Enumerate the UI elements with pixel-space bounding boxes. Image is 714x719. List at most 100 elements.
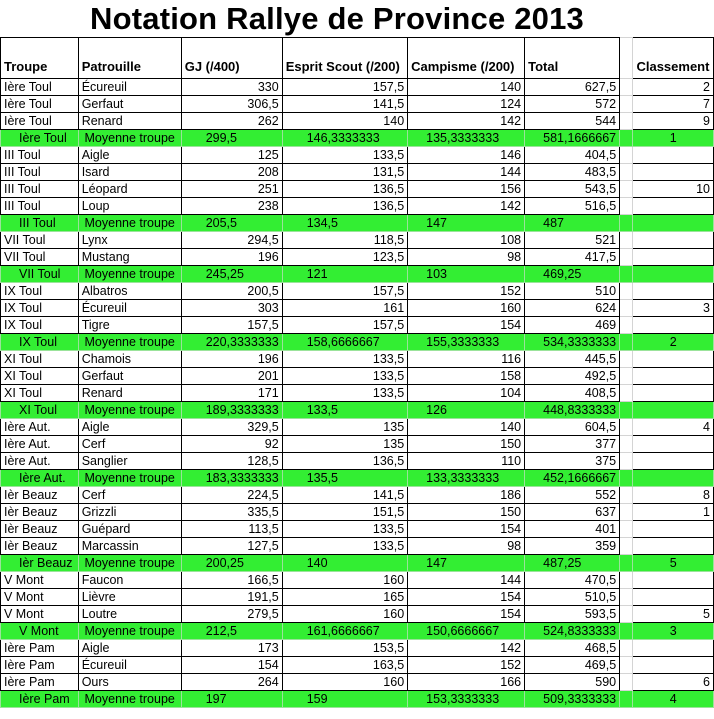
gj-cell[interactable]: 128,5 — [180, 452, 283, 470]
gj-cell[interactable]: 279,5 — [180, 605, 283, 623]
esprit-scout-cell[interactable]: 161 — [281, 299, 409, 317]
esprit-scout-cell[interactable]: 136,5 — [281, 452, 409, 470]
troupe-cell[interactable]: III Toul — [0, 180, 79, 198]
patrouille-cell[interactable]: Guépard — [77, 520, 182, 538]
campisme-cell[interactable]: 140 — [407, 418, 526, 436]
campisme-cell[interactable]: 133,3333333 — [407, 469, 526, 487]
header-gj[interactable]: GJ (/400) — [180, 37, 283, 79]
total-cell[interactable]: 516,5 — [524, 197, 621, 215]
classement-cell[interactable] — [632, 520, 714, 538]
patrouille-cell[interactable]: Écureuil — [77, 656, 182, 674]
patrouille-cell[interactable]: Moyenne troupe — [77, 129, 182, 147]
troupe-cell[interactable]: Ièr Beauz — [0, 486, 79, 504]
gj-cell[interactable]: 154 — [180, 656, 283, 674]
empty-cell[interactable] — [619, 95, 634, 113]
empty-cell[interactable] — [619, 163, 634, 181]
troupe-cell[interactable]: Ière Pam — [0, 639, 79, 657]
gj-cell[interactable]: 157,5 — [180, 316, 283, 334]
empty-cell[interactable] — [619, 486, 634, 504]
troupe-cell[interactable]: Ière Aut. — [0, 452, 79, 470]
total-cell[interactable]: 469,25 — [524, 265, 621, 283]
troupe-cell[interactable]: IX Toul — [0, 282, 79, 300]
total-cell[interactable]: 637 — [524, 503, 621, 521]
empty-cell[interactable] — [619, 690, 634, 708]
patrouille-cell[interactable]: Tigre — [77, 316, 182, 334]
patrouille-cell[interactable]: Moyenne troupe — [77, 214, 182, 232]
empty-cell[interactable] — [619, 384, 634, 402]
patrouille-cell[interactable]: Moyenne troupe — [77, 333, 182, 351]
troupe-cell[interactable]: Ière Toul — [0, 95, 79, 113]
campisme-cell[interactable]: 144 — [407, 163, 526, 181]
classement-cell[interactable]: 10 — [632, 180, 714, 198]
gj-cell[interactable]: 189,3333333 — [180, 401, 283, 419]
classement-cell[interactable] — [632, 656, 714, 674]
patrouille-cell[interactable]: Mustang — [77, 248, 182, 266]
campisme-cell[interactable]: 154 — [407, 316, 526, 334]
empty-cell[interactable] — [619, 112, 634, 130]
empty-cell[interactable] — [619, 571, 634, 589]
classement-cell[interactable] — [632, 639, 714, 657]
gj-cell[interactable]: 166,5 — [180, 571, 283, 589]
header-troupe[interactable]: Troupe — [0, 37, 79, 79]
gj-cell[interactable]: 183,3333333 — [180, 469, 283, 487]
campisme-cell[interactable]: 150 — [407, 503, 526, 521]
troupe-cell[interactable]: Ière Toul — [0, 112, 79, 130]
total-cell[interactable]: 543,5 — [524, 180, 621, 198]
troupe-cell[interactable]: Ièr Beauz — [0, 554, 79, 572]
empty-cell[interactable] — [619, 452, 634, 470]
troupe-cell[interactable]: VII Toul — [0, 231, 79, 249]
esprit-scout-cell[interactable]: 133,5 — [281, 350, 409, 368]
header-total[interactable]: Total — [524, 37, 621, 79]
esprit-scout-cell[interactable]: 141,5 — [281, 95, 409, 113]
troupe-cell[interactable]: XI Toul — [0, 384, 79, 402]
empty-cell[interactable] — [619, 265, 634, 283]
patrouille-cell[interactable]: Aigle — [77, 418, 182, 436]
patrouille-cell[interactable]: Lièvre — [77, 588, 182, 606]
troupe-cell[interactable]: Ière Pam — [0, 673, 79, 691]
troupe-cell[interactable]: XI Toul — [0, 350, 79, 368]
total-cell[interactable]: 452,1666667 — [524, 469, 621, 487]
patrouille-cell[interactable]: Marcassin — [77, 537, 182, 555]
esprit-scout-cell[interactable]: 123,5 — [281, 248, 409, 266]
classement-cell[interactable] — [632, 163, 714, 181]
classement-cell[interactable] — [632, 435, 714, 453]
campisme-cell[interactable]: 186 — [407, 486, 526, 504]
classement-cell[interactable]: 7 — [632, 95, 714, 113]
total-cell[interactable]: 468,5 — [524, 639, 621, 657]
patrouille-cell[interactable]: Moyenne troupe — [77, 690, 182, 708]
total-cell[interactable]: 408,5 — [524, 384, 621, 402]
empty-cell[interactable] — [619, 180, 634, 198]
total-cell[interactable]: 604,5 — [524, 418, 621, 436]
esprit-scout-cell[interactable]: 136,5 — [281, 180, 409, 198]
troupe-cell[interactable]: III Toul — [0, 146, 79, 164]
troupe-cell[interactable]: V Mont — [0, 571, 79, 589]
esprit-scout-cell[interactable]: 135 — [281, 435, 409, 453]
empty-cell[interactable] — [619, 197, 634, 215]
total-cell[interactable]: 483,5 — [524, 163, 621, 181]
classement-cell[interactable]: 3 — [632, 299, 714, 317]
total-cell[interactable]: 510 — [524, 282, 621, 300]
empty-cell[interactable] — [619, 146, 634, 164]
patrouille-cell[interactable]: Moyenne troupe — [77, 469, 182, 487]
gj-cell[interactable]: 200,25 — [180, 554, 283, 572]
gj-cell[interactable]: 196 — [180, 350, 283, 368]
total-cell[interactable]: 404,5 — [524, 146, 621, 164]
gj-cell[interactable]: 212,5 — [180, 622, 283, 640]
classement-cell[interactable]: 2 — [632, 78, 714, 96]
classement-cell[interactable] — [632, 214, 714, 232]
patrouille-cell[interactable]: Loup — [77, 197, 182, 215]
gj-cell[interactable]: 197 — [180, 690, 283, 708]
troupe-cell[interactable]: XI Toul — [0, 367, 79, 385]
troupe-cell[interactable]: IX Toul — [0, 333, 79, 351]
campisme-cell[interactable]: 135,3333333 — [407, 129, 526, 147]
empty-cell[interactable] — [619, 367, 634, 385]
gj-cell[interactable]: 171 — [180, 384, 283, 402]
gj-cell[interactable]: 92 — [180, 435, 283, 453]
campisme-cell[interactable]: 147 — [407, 554, 526, 572]
total-cell[interactable]: 581,1666667 — [524, 129, 621, 147]
total-cell[interactable]: 627,5 — [524, 78, 621, 96]
campisme-cell[interactable]: 150,6666667 — [407, 622, 526, 640]
total-cell[interactable]: 544 — [524, 112, 621, 130]
empty-cell[interactable] — [619, 554, 634, 572]
classement-cell[interactable] — [632, 537, 714, 555]
